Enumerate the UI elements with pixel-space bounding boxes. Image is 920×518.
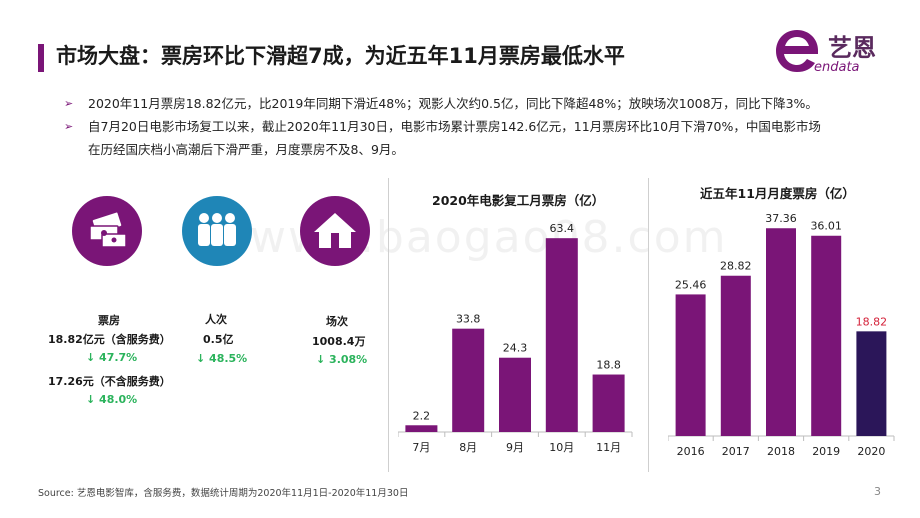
chart-monthly-title: 2020年电影复工月票房（亿） bbox=[432, 193, 605, 208]
bar-value-label: 63.4 bbox=[550, 222, 575, 235]
bar-value-label: 25.46 bbox=[675, 278, 707, 291]
bar-value-label: 18.82 bbox=[856, 315, 888, 328]
bar bbox=[720, 275, 751, 436]
summary-bullets: ➢ 2020年11月票房18.82亿元，比2019年同期下滑近48%；观影人次约… bbox=[64, 92, 884, 161]
source-note: Source: 艺恩电影智库，含服务费，数据统计周期为2020年11月1日-20… bbox=[38, 488, 409, 499]
bullet-text: 自7月20日电影市场复工以来，截止2020年11月30日，电影市场累计票房142… bbox=[88, 119, 821, 134]
house-icon bbox=[300, 196, 370, 266]
box-office-label: 票房 bbox=[98, 314, 120, 327]
bullet-text: 2020年11月票房18.82亿元，比2019年同期下滑近48%；观影人次约0.… bbox=[88, 96, 818, 111]
category-label: 11月 bbox=[596, 441, 621, 454]
page-title: 市场大盘：票房环比下滑超7成，为近五年11月票房最低水平 bbox=[56, 44, 625, 68]
attendance-value: 0.5亿 bbox=[203, 333, 234, 346]
bar bbox=[766, 228, 796, 436]
category-label: 2016 bbox=[677, 445, 705, 458]
divider-mid bbox=[648, 178, 649, 472]
category-label: 2017 bbox=[722, 445, 750, 458]
category-label: 7月 bbox=[412, 441, 430, 454]
header: 市场大盘：票房环比下滑超7成，为近五年11月票房最低水平 bbox=[0, 0, 920, 80]
bar bbox=[452, 328, 485, 432]
bar-value-label: 2.2 bbox=[413, 409, 431, 422]
chart-monthly-box-office: 2.2 7月 33.8 8月 24.3 9月 63.4 10月 18.8 11月 bbox=[398, 222, 633, 454]
chart-november-five-year: 25.46 2016 28.82 2017 37.36 2018 36.01 2019 18.8… bbox=[668, 212, 895, 458]
bullet-item: ➢ 自7月20日电影市场复工以来，截止2020年11月30日，电影市场累计票房1… bbox=[64, 115, 884, 161]
category-label: 2018 bbox=[767, 445, 795, 458]
category-label: 2020 bbox=[857, 445, 885, 458]
category-label: 9月 bbox=[506, 441, 524, 454]
attendance-change: ↓ 48.5% bbox=[196, 352, 248, 365]
bar-value-label: 28.82 bbox=[720, 260, 752, 273]
box-office-change-with-fee: ↓ 47.7% bbox=[86, 351, 138, 364]
box-office-change-without-fee: ↓ 48.0% bbox=[86, 393, 138, 406]
money-icon bbox=[72, 196, 142, 266]
logo-subtitle: endata bbox=[814, 60, 860, 75]
bar bbox=[592, 374, 625, 432]
bullet-text: 在历经国庆档小高潮后下滑严重，月度票房不及8、9月。 bbox=[88, 142, 404, 157]
logo: 艺恩 endata bbox=[770, 22, 900, 80]
divider-left bbox=[388, 178, 389, 472]
category-label: 8月 bbox=[459, 441, 477, 454]
people-icon bbox=[182, 196, 252, 266]
category-label: 2019 bbox=[812, 445, 840, 458]
category-label: 10月 bbox=[549, 441, 574, 454]
bar-value-label: 24.3 bbox=[503, 342, 528, 355]
box-office-value-without-fee: 17.26元（不含服务费） bbox=[48, 375, 171, 388]
bullet-arrow-icon: ➢ bbox=[64, 120, 74, 133]
bar-value-label: 37.36 bbox=[765, 212, 797, 225]
bar bbox=[499, 357, 531, 432]
bar bbox=[675, 294, 706, 436]
bar-value-label: 33.8 bbox=[456, 313, 481, 326]
logo-name: 艺恩 bbox=[828, 34, 876, 62]
bar bbox=[811, 235, 842, 436]
bullet-item: ➢ 2020年11月票房18.82亿元，比2019年同期下滑近48%；观影人次约… bbox=[64, 92, 884, 115]
bullet-arrow-icon: ➢ bbox=[64, 97, 74, 110]
screenings-label: 场次 bbox=[326, 315, 348, 328]
chart-november-title: 近五年11月月度票房（亿） bbox=[700, 186, 855, 201]
page-number: 3 bbox=[874, 485, 881, 498]
screenings-value: 1008.4万 bbox=[312, 335, 366, 348]
title-accent-bar bbox=[38, 44, 44, 72]
attendance-label: 人次 bbox=[205, 313, 227, 326]
screenings-change: ↓ 3.08% bbox=[316, 353, 368, 366]
endata-logo-icon bbox=[776, 30, 818, 72]
bar bbox=[856, 331, 887, 436]
bar bbox=[545, 238, 578, 432]
bar bbox=[405, 425, 438, 432]
bar-value-label: 36.01 bbox=[810, 220, 842, 233]
bar-value-label: 18.8 bbox=[596, 359, 621, 372]
box-office-value-with-fee: 18.82亿元（含服务费） bbox=[48, 333, 171, 346]
